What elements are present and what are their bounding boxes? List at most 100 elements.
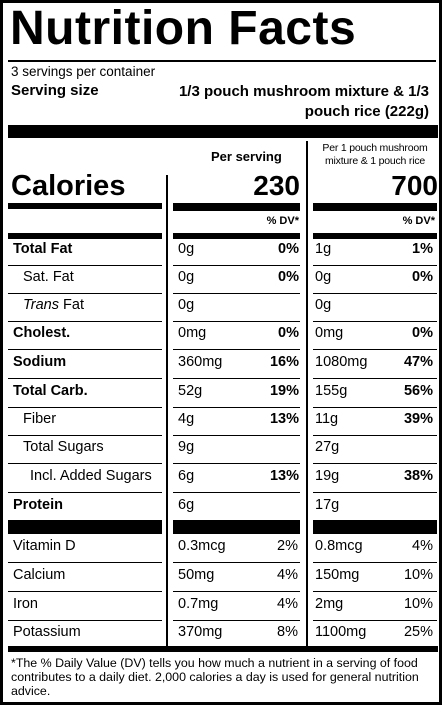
- row-divider: [8, 293, 162, 294]
- serving-dv: 16%: [269, 354, 299, 370]
- vitamin-pouch-dv: 4%: [412, 538, 433, 554]
- per-serving-header: Per serving: [211, 149, 282, 164]
- vitamin-divider-label: [8, 520, 162, 534]
- dv-header-pouch: % DV*: [402, 215, 435, 227]
- serving-amount: 360mg: [178, 354, 223, 370]
- label-title: Nutrition Facts: [10, 2, 357, 55]
- row-divider: [173, 321, 300, 322]
- row-divider: [8, 435, 162, 436]
- row-divider: [313, 591, 437, 592]
- serving-amount: 6g: [178, 497, 195, 513]
- serving-amount: 0g: [178, 241, 195, 257]
- row-divider: [173, 435, 300, 436]
- pouch-amount: 27g: [315, 439, 340, 455]
- nutrient-top-bar-label: [8, 233, 162, 239]
- servings-per-container: 3 servings per container: [11, 64, 156, 79]
- pouch-dv: 1%: [412, 241, 433, 257]
- row-divider: [313, 463, 437, 464]
- vitamin-label: Iron: [13, 596, 38, 612]
- pouch-amount: 0mg: [315, 325, 344, 341]
- row-divider: [173, 265, 300, 266]
- row-divider: [313, 620, 437, 621]
- serving-dv: 13%: [269, 468, 299, 484]
- row-divider: [173, 293, 300, 294]
- nutrient-label: Trans Fat: [23, 297, 84, 313]
- serving-amount: 4g: [178, 411, 195, 427]
- vitamin-divider-serving: [173, 520, 300, 534]
- vitamin-serving-dv: 2%: [277, 538, 298, 554]
- calories-underline: [8, 203, 162, 209]
- row-divider: [8, 562, 162, 563]
- pouch-amount: 11g: [315, 411, 339, 427]
- nutrient-label: Total Carb.: [13, 383, 88, 399]
- row-divider: [173, 407, 300, 408]
- serving-amount: 0mg: [178, 325, 207, 341]
- vitamin-serving-dv: 4%: [277, 596, 298, 612]
- row-divider: [313, 293, 437, 294]
- serving-amount: 6g: [178, 468, 195, 484]
- row-divider: [173, 562, 300, 563]
- pouch-amount: 19g: [315, 468, 340, 484]
- calories-bar-pouch: [313, 203, 437, 211]
- title-divider: [8, 60, 436, 62]
- vitamin-label: Calcium: [13, 567, 66, 583]
- vitamin-serving-amount: 0.3mcg: [178, 538, 226, 554]
- pouch-dv: 0%: [412, 269, 433, 285]
- vitamin-pouch-amount: 1100mg: [315, 624, 367, 640]
- pouch-amount: 17g: [315, 497, 340, 513]
- serving-dv: 0%: [278, 269, 299, 285]
- row-divider: [313, 407, 437, 408]
- nutrient-label: Total Sugars: [23, 439, 104, 455]
- pouch-amount: 0g: [315, 297, 332, 313]
- serving-size-value: 1/3 pouch mushroom mixture & 1/3 pouch r…: [178, 83, 429, 120]
- pouch-amount: 0g: [315, 269, 332, 285]
- pouch-amount: 1080mg: [315, 354, 368, 370]
- vitamin-serving-amount: 50mg: [178, 567, 215, 583]
- nutrient-label-rest: Fat: [59, 297, 84, 313]
- pouch-dv: 47%: [403, 354, 433, 370]
- row-divider: [313, 349, 437, 350]
- row-divider: [173, 492, 300, 493]
- pouch-dv: 56%: [403, 383, 433, 399]
- vitamin-pouch-dv: 25%: [403, 624, 433, 640]
- per-pouch-header: Per 1 pouch mushroom mixture & 1 pouch r…: [322, 142, 428, 167]
- calories-label: Calories: [11, 170, 126, 202]
- nutrient-label: Incl. Added Sugars: [30, 468, 152, 484]
- row-divider: [8, 591, 162, 592]
- serving-dv: 0%: [278, 325, 299, 341]
- row-divider: [313, 378, 437, 379]
- row-divider: [173, 591, 300, 592]
- nutrient-label-italic: Trans: [23, 297, 59, 313]
- row-divider: [313, 321, 437, 322]
- row-divider: [173, 349, 300, 350]
- nutrient-label: Total Fat: [13, 241, 73, 257]
- footnote-divider: [8, 646, 438, 652]
- row-divider: [8, 349, 162, 350]
- column-divider-right: [306, 141, 308, 647]
- vitamin-label: Potassium: [13, 624, 81, 640]
- serving-size-label: Serving size: [11, 82, 99, 99]
- row-divider: [313, 435, 437, 436]
- row-divider: [313, 265, 437, 266]
- nutrient-label: Fiber: [23, 411, 57, 427]
- dv-header-serving: % DV*: [266, 215, 299, 227]
- vitamin-pouch-dv: 10%: [403, 596, 433, 612]
- row-divider: [8, 407, 162, 408]
- row-divider: [313, 562, 437, 563]
- row-divider: [8, 620, 162, 621]
- row-divider: [8, 265, 162, 266]
- pouch-dv: 38%: [403, 468, 433, 484]
- vitamin-serving-amount: 370mg: [178, 624, 223, 640]
- nutrient-top-bar-pouch: [313, 233, 437, 239]
- vitamin-pouch-amount: 2mg: [315, 596, 344, 612]
- nutrient-label: Sat. Fat: [23, 269, 74, 285]
- nutrient-label: Protein: [13, 497, 63, 513]
- row-divider: [8, 492, 162, 493]
- row-divider: [313, 492, 437, 493]
- vitamin-pouch-amount: 150mg: [315, 567, 360, 583]
- calories-per-serving: 230: [253, 170, 300, 201]
- column-divider-left: [166, 175, 168, 647]
- nutrient-top-bar-serving: [173, 233, 300, 239]
- row-divider: [173, 620, 300, 621]
- serving-dv: 19%: [269, 383, 299, 399]
